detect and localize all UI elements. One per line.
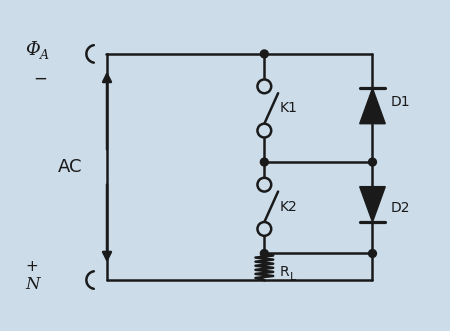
- Circle shape: [261, 250, 268, 258]
- Polygon shape: [360, 88, 385, 124]
- Circle shape: [257, 79, 271, 93]
- Circle shape: [257, 124, 271, 137]
- Circle shape: [369, 250, 376, 258]
- Text: Φ: Φ: [25, 41, 40, 59]
- Circle shape: [261, 158, 268, 166]
- Text: A: A: [40, 49, 49, 62]
- Polygon shape: [360, 187, 385, 222]
- Text: R: R: [280, 265, 290, 279]
- Text: −: −: [33, 70, 47, 87]
- Text: D2: D2: [390, 201, 410, 215]
- Circle shape: [261, 50, 268, 58]
- Text: N: N: [25, 276, 40, 294]
- Text: K1: K1: [280, 102, 298, 116]
- Text: AC: AC: [58, 158, 82, 176]
- Circle shape: [257, 222, 271, 236]
- Text: D1: D1: [390, 95, 410, 109]
- Text: +: +: [25, 259, 38, 274]
- Text: K2: K2: [280, 200, 298, 214]
- Text: L: L: [290, 272, 296, 282]
- Circle shape: [257, 178, 271, 192]
- Circle shape: [369, 158, 376, 166]
